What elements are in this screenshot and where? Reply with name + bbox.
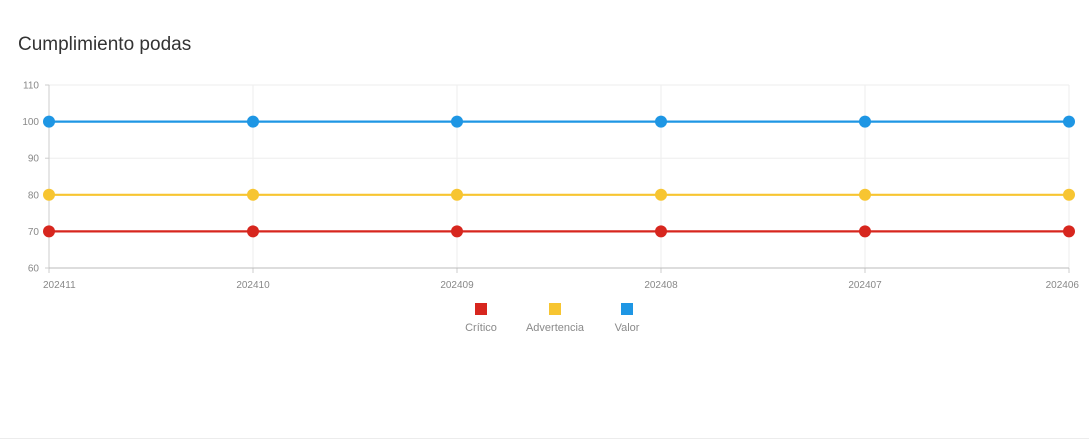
y-tick-label: 90 bbox=[28, 154, 40, 165]
data-point-valor bbox=[859, 115, 871, 128]
legend-swatch-advertencia bbox=[549, 303, 561, 315]
x-tick-label: 202406 bbox=[1046, 280, 1080, 291]
data-point-critico bbox=[859, 225, 871, 238]
data-point-valor bbox=[247, 115, 259, 128]
legend-item-valor: Valor bbox=[615, 303, 640, 334]
chart-title: Cumplimiento podas bbox=[18, 34, 192, 55]
data-point-advertencia bbox=[1063, 188, 1075, 201]
data-point-valor bbox=[655, 115, 667, 128]
data-point-advertencia bbox=[43, 188, 55, 201]
legend-label-critico: Crítico bbox=[465, 322, 497, 334]
axes: 60 70 80 90 100 110 202411 202410 202409 202408 20… bbox=[22, 81, 1079, 292]
data-point-advertencia bbox=[247, 188, 259, 201]
data-point-critico bbox=[247, 225, 259, 238]
series-group bbox=[43, 115, 1075, 238]
data-point-advertencia bbox=[451, 188, 463, 201]
x-tick-label: 202408 bbox=[644, 280, 678, 291]
series-advertencia bbox=[43, 188, 1075, 201]
legend-item-critico: Crítico bbox=[465, 303, 497, 334]
y-tick-label: 70 bbox=[28, 227, 40, 238]
bottom-divider bbox=[0, 438, 1089, 439]
data-point-critico bbox=[43, 225, 55, 238]
x-tick-label: 202409 bbox=[440, 280, 474, 291]
series-valor bbox=[43, 115, 1075, 128]
x-tick-label: 202411 bbox=[43, 280, 76, 291]
data-point-valor bbox=[43, 115, 55, 128]
data-point-advertencia bbox=[859, 188, 871, 201]
data-point-critico bbox=[1063, 225, 1075, 238]
data-point-valor bbox=[451, 115, 463, 128]
legend-swatch-valor bbox=[621, 303, 633, 315]
y-tick-label: 80 bbox=[28, 190, 40, 201]
data-point-advertencia bbox=[655, 188, 667, 201]
data-point-critico bbox=[451, 225, 463, 238]
legend-label-advertencia: Advertencia bbox=[526, 322, 585, 334]
y-tick-label: 110 bbox=[23, 81, 39, 92]
series-critico bbox=[43, 225, 1075, 238]
legend-label-valor: Valor bbox=[615, 322, 640, 334]
data-point-valor bbox=[1063, 115, 1075, 128]
data-point-critico bbox=[655, 225, 667, 238]
x-tick-label: 202407 bbox=[848, 280, 882, 291]
x-tick-label: 202410 bbox=[236, 280, 270, 291]
legend-swatch-critico bbox=[475, 303, 487, 315]
legend: Crítico Advertencia Valor bbox=[465, 303, 640, 334]
grid bbox=[48, 84, 1070, 268]
y-tick-label: 60 bbox=[28, 264, 40, 275]
y-tick-label: 100 bbox=[22, 117, 39, 128]
legend-item-advertencia: Advertencia bbox=[526, 303, 585, 334]
